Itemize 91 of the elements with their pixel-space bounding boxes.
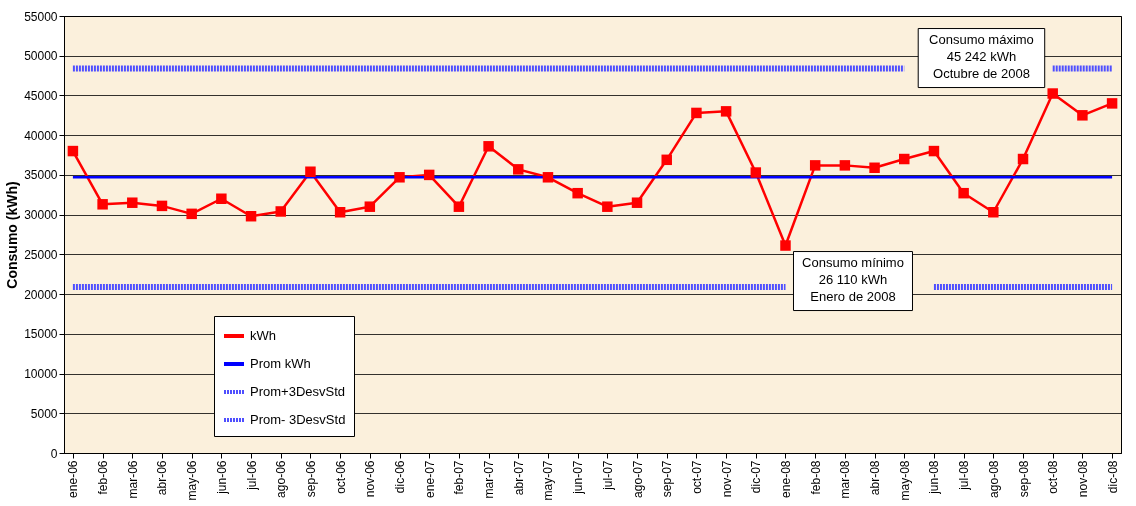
x-tick-label: sep-07: [660, 460, 675, 498]
x-tick-label: jun-06: [214, 460, 229, 495]
point: [394, 172, 405, 183]
x-tick-label: may-07: [541, 460, 556, 501]
point: [1047, 88, 1058, 99]
point: [186, 208, 197, 220]
y-tick-label: 50000: [24, 49, 58, 64]
legend-label: kWh: [250, 328, 276, 343]
x-tick-label: ene-06: [66, 460, 81, 498]
annotation: Consumo mínimo 26 110 kWh Enero de 2008: [802, 254, 904, 304]
y-tick-label: 25000: [24, 247, 58, 262]
point: [988, 207, 999, 218]
point: [423, 169, 435, 181]
point: [334, 207, 346, 218]
x-tick-label: mar-06: [125, 460, 140, 499]
point: [245, 210, 257, 222]
x-tick-label: oct-07: [689, 460, 704, 494]
x-tick-label: oct-08: [1046, 460, 1061, 494]
x-tick-label: jun-08: [927, 460, 942, 495]
point: [809, 160, 821, 171]
legend-label: Prom kWh: [250, 356, 311, 371]
x-tick-label: nov-06: [363, 460, 378, 498]
x-tick-label: jul-06: [244, 460, 259, 491]
point: [899, 153, 910, 165]
x-tick-label: feb-06: [96, 460, 111, 495]
x-tick-label: ago-08: [986, 460, 1001, 498]
point: [958, 187, 969, 199]
point: [542, 172, 554, 183]
x-tick-label: jul-07: [600, 460, 615, 491]
point: [275, 206, 286, 217]
point: [216, 193, 227, 204]
x-tick-label: ene-07: [422, 460, 437, 498]
x-tick-label: ago-07: [630, 460, 645, 498]
x-tick-label: feb-07: [452, 460, 467, 495]
point: [928, 145, 940, 157]
x-tick-label: sep-08: [1016, 460, 1031, 498]
point: [720, 106, 732, 117]
x-tick-label: abr-07: [511, 460, 526, 496]
point: [750, 167, 762, 178]
point: [869, 162, 880, 173]
point: [572, 187, 583, 199]
point: [67, 145, 79, 157]
annotation: Consumo máximo 45 242 kWh Octubre de 2008: [929, 31, 1034, 81]
point: [780, 240, 791, 251]
y-tick-label: 45000: [24, 88, 58, 103]
point: [1077, 110, 1088, 121]
point: [1106, 98, 1118, 109]
point: [97, 199, 108, 210]
point: [127, 197, 138, 208]
x-tick-label: sep-06: [303, 460, 318, 498]
x-tick-label: feb-08: [808, 460, 823, 495]
y-tick-label: 35000: [24, 168, 58, 183]
y-tick-label: 20000: [24, 287, 58, 302]
y-tick-label: 15000: [24, 327, 58, 342]
point: [631, 197, 643, 208]
x-tick-label: abr-06: [155, 460, 170, 496]
x-tick-label: jun-07: [571, 460, 586, 495]
x-tick-label: mar-07: [482, 460, 497, 499]
point: [305, 166, 316, 177]
point: [602, 201, 613, 212]
point: [1017, 153, 1029, 165]
x-tick-label: may-06: [185, 460, 200, 501]
point: [483, 141, 494, 152]
point: [839, 160, 851, 171]
y-tick-label: 40000: [24, 128, 58, 143]
x-tick-label: dic-07: [749, 460, 764, 494]
x-tick-label: ago-06: [274, 460, 289, 498]
legend-label: Prom- 3DesvStd: [250, 412, 346, 427]
y-tick-label: 55000: [24, 9, 58, 24]
x-tick-label: ene-08: [778, 460, 793, 498]
point: [691, 107, 702, 119]
x-tick-label: mar-08: [838, 460, 853, 499]
x-tick-label: jul-08: [957, 460, 972, 491]
point: [513, 164, 524, 175]
y-axis-title: Consumo (kWh): [4, 181, 21, 289]
legend-label: Prom+3DesvStd: [250, 384, 346, 399]
x-tick-label: dic-06: [393, 460, 408, 494]
x-tick-label: abr-08: [868, 460, 883, 496]
point: [453, 201, 465, 212]
x-tick-label: nov-07: [719, 460, 734, 498]
y-tick-label: 5000: [30, 406, 58, 421]
x-tick-label: nov-08: [1075, 460, 1090, 498]
y-tick-label: 30000: [24, 208, 58, 223]
point: [364, 201, 376, 212]
point: [156, 200, 168, 212]
x-tick-label: oct-06: [333, 460, 348, 494]
y-tick-label: 10000: [24, 367, 58, 382]
point: [661, 154, 672, 166]
x-tick-label: may-08: [897, 460, 912, 501]
y-tick-label: 0: [50, 446, 58, 461]
x-tick-label: dic-08: [1105, 460, 1120, 494]
